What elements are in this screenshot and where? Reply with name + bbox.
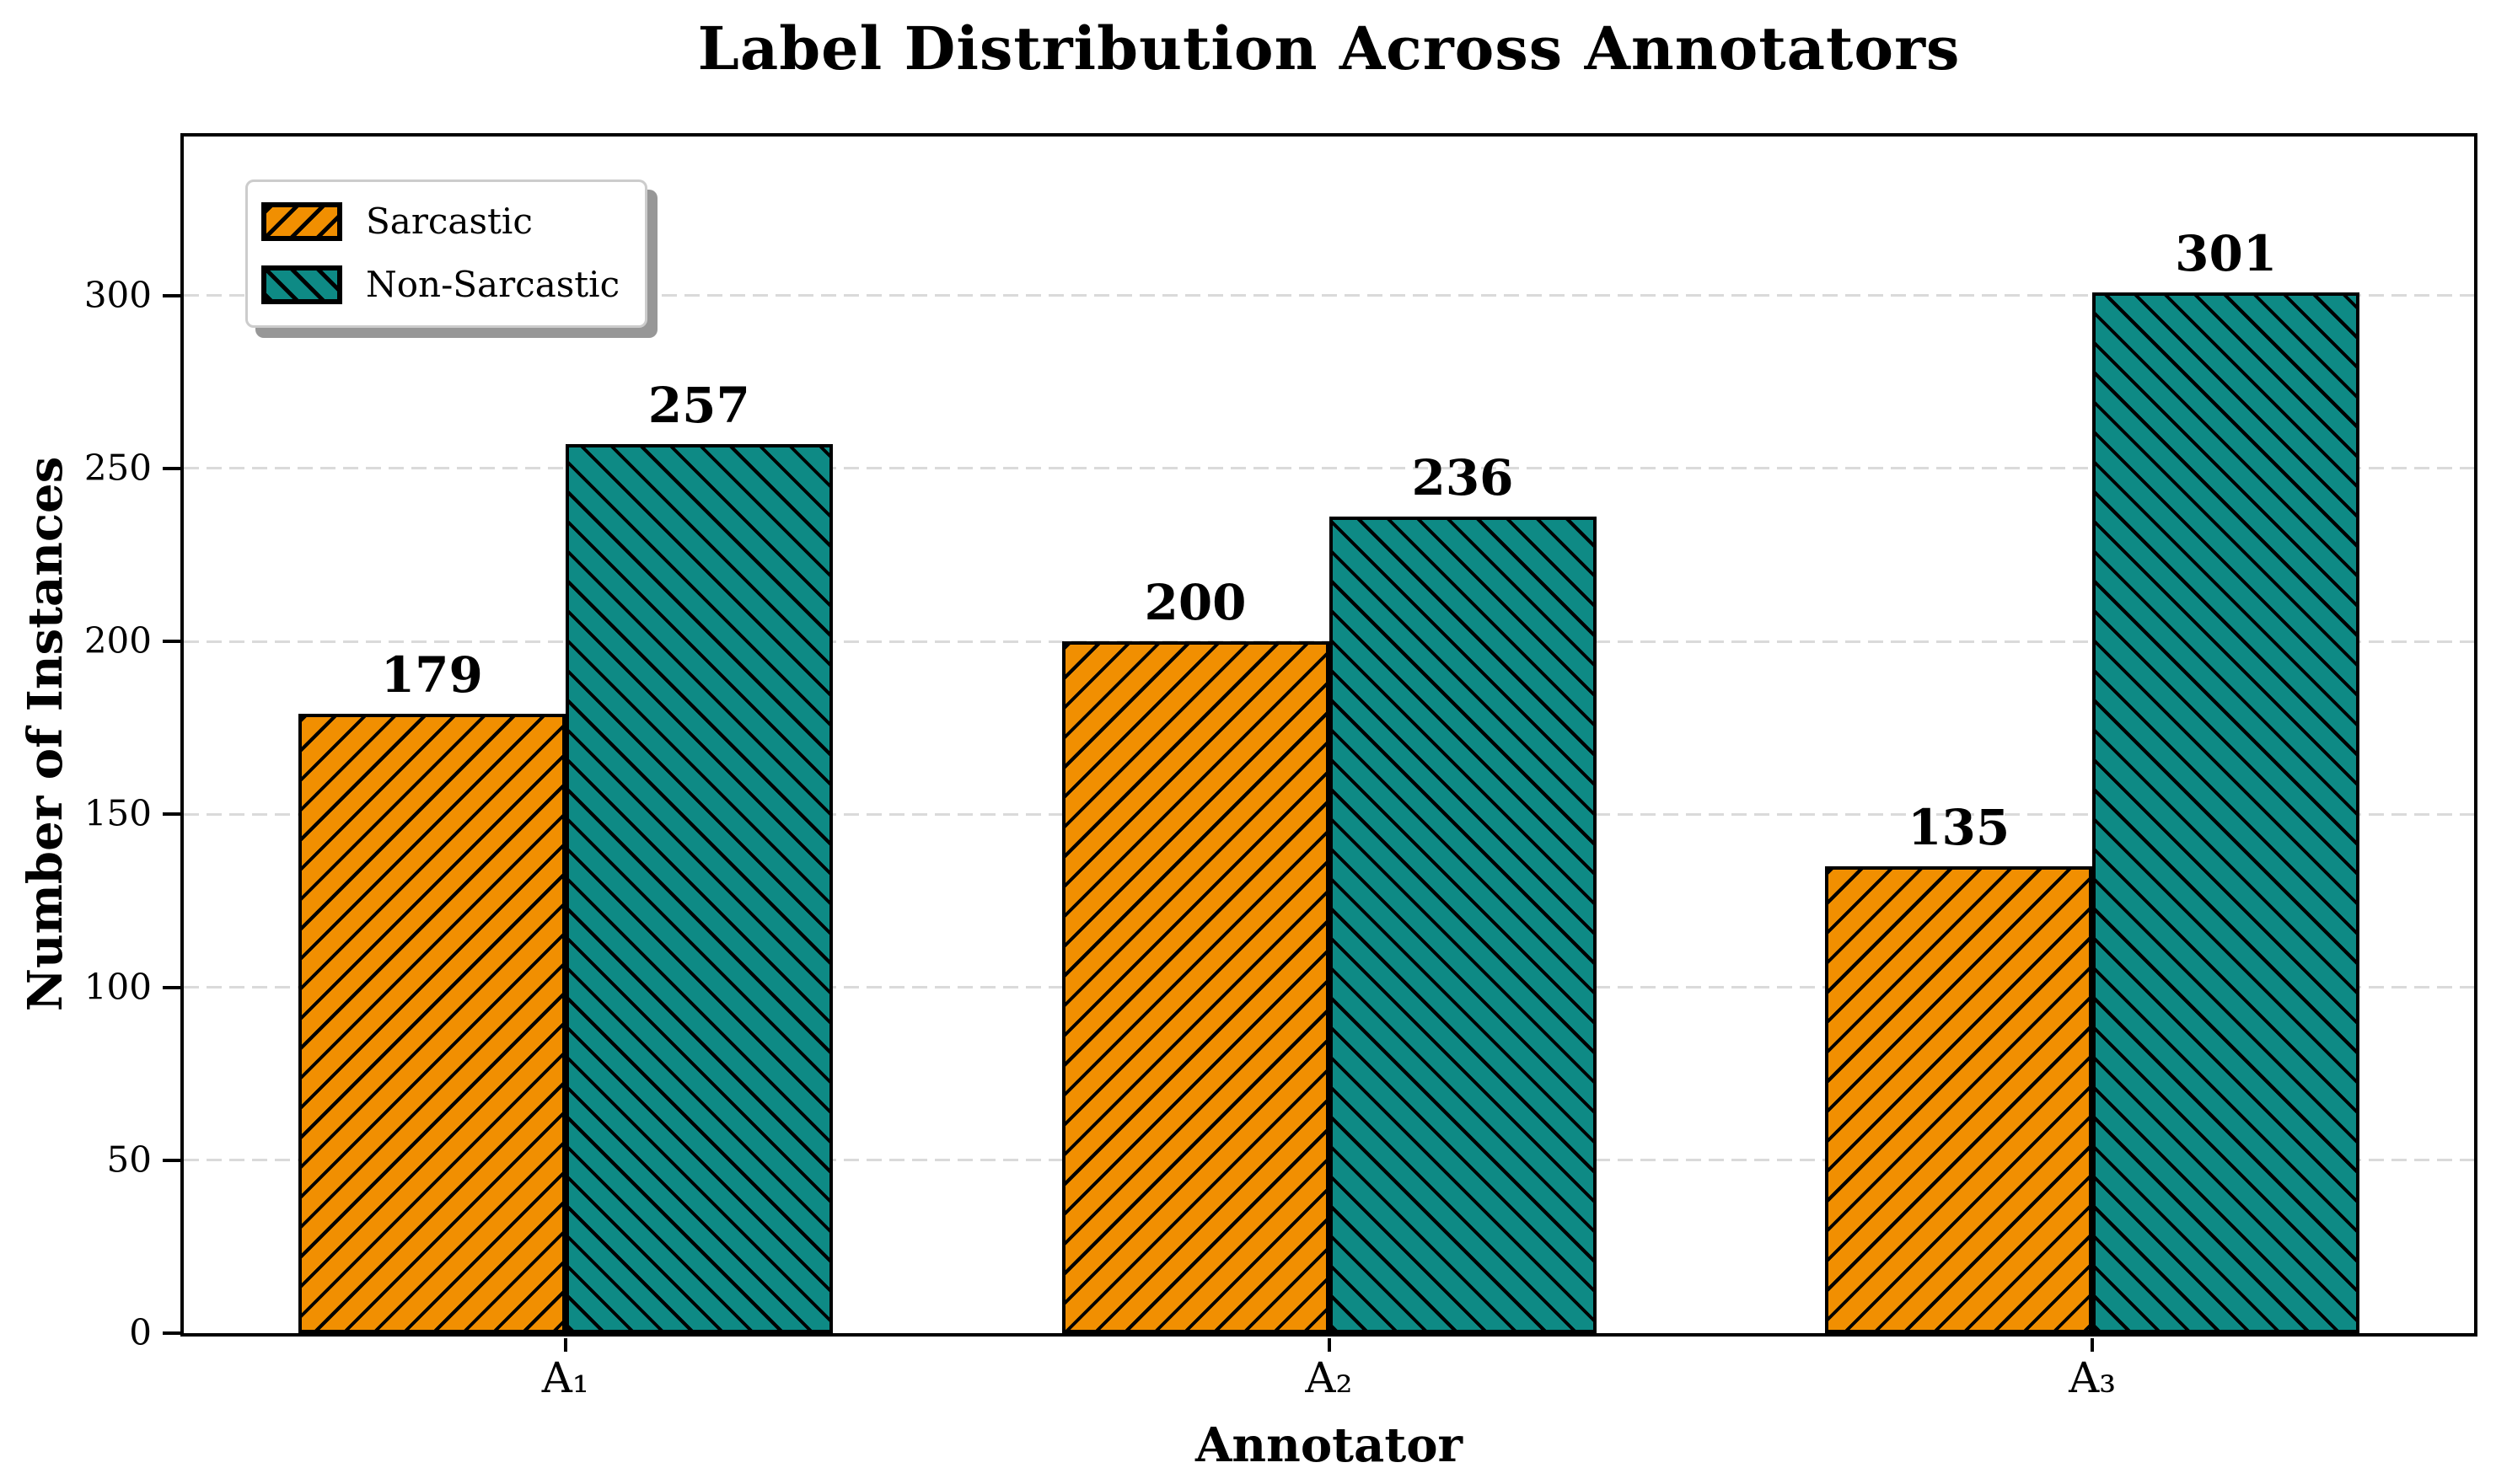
x-tick-mark-1 xyxy=(563,1338,567,1352)
chart-title: Label Distribution Across Annotators xyxy=(697,13,1961,83)
y-tick-mark-250 xyxy=(163,466,180,470)
y-tick-label-100: 100 xyxy=(83,966,152,1008)
bar-value-label-sarcastic-3: 135 xyxy=(1908,799,2010,856)
y-tick-mark-150 xyxy=(163,812,180,817)
y-axis-label: Number of Instances xyxy=(18,456,73,1012)
y-tick-mark-300 xyxy=(163,293,180,297)
y-tick-mark-50 xyxy=(163,1158,180,1162)
bar-value-label-non-sarcastic-1: 257 xyxy=(647,377,750,434)
y-tick-mark-100 xyxy=(163,985,180,989)
y-tick-label-300: 300 xyxy=(83,274,152,316)
y-tick-label-250: 250 xyxy=(83,447,152,489)
x-tick-label-2: A₂ xyxy=(1305,1353,1353,1402)
x-tick-label-1: A₁ xyxy=(541,1353,589,1402)
bar-value-label-sarcastic-2: 200 xyxy=(1144,574,1247,631)
y-tick-mark-200 xyxy=(163,640,180,644)
bar-non-sarcastic-1 xyxy=(565,444,833,1333)
y-tick-label-50: 50 xyxy=(106,1138,152,1181)
legend-swatch-sarcastic-icon xyxy=(261,201,342,241)
legend-row-non-sarcastic: Non-Sarcastic xyxy=(261,264,620,305)
gridline-250 xyxy=(184,467,2474,470)
x-tick-mark-2 xyxy=(1327,1338,1331,1352)
y-tick-label-150: 150 xyxy=(83,792,152,834)
legend-label-non-sarcastic: Non-Sarcastic xyxy=(366,264,620,305)
bar-value-label-sarcastic-1: 179 xyxy=(380,646,483,704)
bar-sarcastic-2 xyxy=(1061,641,1329,1333)
y-tick-label-200: 200 xyxy=(83,619,152,662)
bar-sarcastic-1 xyxy=(298,714,566,1333)
bar-sarcastic-3 xyxy=(1825,866,2093,1333)
legend-row-sarcastic: Sarcastic xyxy=(261,201,620,242)
x-tick-label-3: A₃ xyxy=(2069,1353,2117,1402)
gridline-300 xyxy=(184,294,2474,297)
y-tick-label-0: 0 xyxy=(129,1311,152,1353)
bar-non-sarcastic-2 xyxy=(1329,517,1597,1333)
legend: Sarcastic Non-Sarcastic xyxy=(245,179,648,328)
bar-value-label-non-sarcastic-3: 301 xyxy=(2175,225,2278,282)
legend-swatch-non-sarcastic-icon xyxy=(261,265,342,304)
legend-label-sarcastic: Sarcastic xyxy=(366,201,533,242)
plot-area: 179 200 135 257 236 301 xyxy=(180,133,2477,1337)
bar-non-sarcastic-3 xyxy=(2092,292,2360,1333)
x-axis-label: Annotator xyxy=(1194,1417,1463,1473)
bar-value-label-non-sarcastic-2: 236 xyxy=(1411,449,1514,506)
y-tick-mark-0 xyxy=(163,1331,180,1335)
x-tick-mark-3 xyxy=(2091,1338,2095,1352)
